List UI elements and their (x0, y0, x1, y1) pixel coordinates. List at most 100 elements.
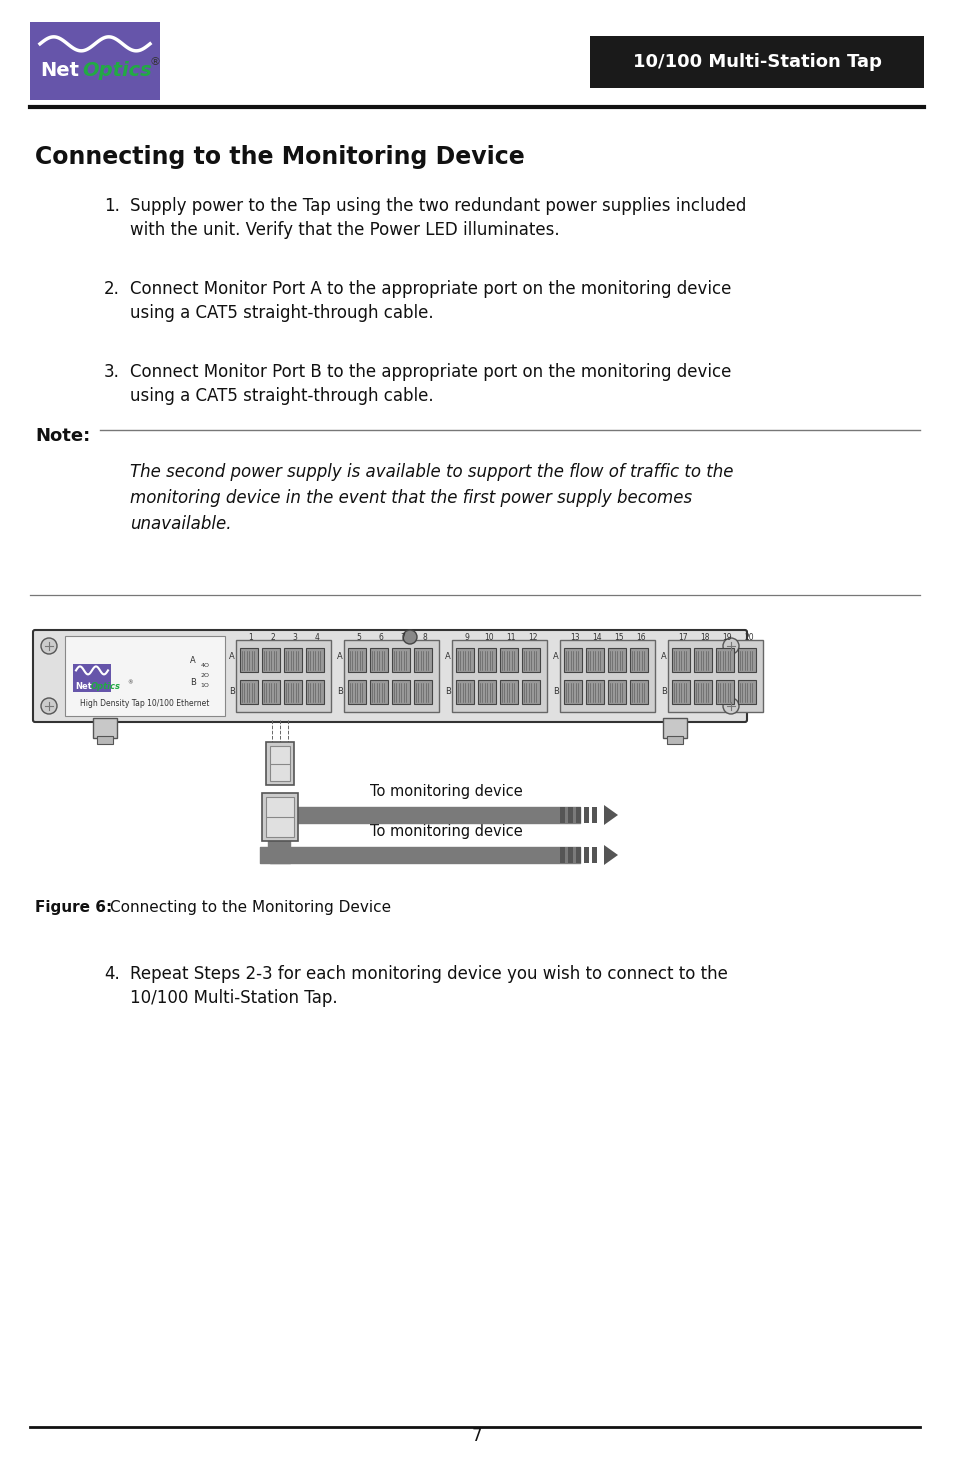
Text: 1O: 1O (200, 683, 210, 687)
Bar (592, 807, 597, 823)
Text: Supply power to the Tap using the two redundant power supplies included: Supply power to the Tap using the two re… (130, 198, 745, 215)
Bar (671, 680, 689, 704)
Bar (266, 742, 294, 785)
Bar (348, 680, 366, 704)
Text: 16: 16 (636, 633, 645, 643)
Text: 19: 19 (721, 633, 731, 643)
Text: 4.: 4. (104, 965, 120, 982)
Text: 2.: 2. (104, 280, 120, 298)
Bar (65, 636, 225, 715)
Text: 14: 14 (592, 633, 601, 643)
Bar (270, 823, 290, 833)
Text: B: B (553, 687, 558, 696)
Bar (592, 847, 597, 863)
Text: 4O: 4O (200, 662, 210, 668)
Text: To monitoring device: To monitoring device (370, 825, 522, 839)
Bar (499, 680, 517, 704)
Bar (559, 640, 655, 712)
Text: 10/100 Multi-Station Tap: 10/100 Multi-Station Tap (632, 53, 881, 71)
Circle shape (41, 639, 57, 653)
Bar (30, 22, 160, 100)
Text: with the unit. Verify that the Power LED illuminates.: with the unit. Verify that the Power LED… (130, 221, 559, 239)
Text: unavailable.: unavailable. (130, 515, 232, 532)
Text: 2O: 2O (200, 673, 210, 678)
Bar (477, 648, 496, 671)
Bar (344, 640, 438, 712)
Text: A: A (229, 652, 234, 661)
Bar (559, 847, 564, 863)
FancyBboxPatch shape (33, 630, 746, 721)
Bar (716, 648, 733, 671)
Bar (262, 680, 280, 704)
Bar (452, 640, 546, 712)
Text: Optics: Optics (91, 683, 121, 692)
Text: Figure 6:: Figure 6: (35, 900, 112, 914)
Text: B: B (190, 677, 195, 687)
Text: 1: 1 (249, 633, 253, 643)
Bar (284, 680, 302, 704)
Text: 11: 11 (506, 633, 516, 643)
Bar (477, 680, 496, 704)
Bar (266, 796, 294, 836)
Bar (92, 718, 117, 738)
Text: 20: 20 (743, 633, 753, 643)
Bar (567, 847, 573, 863)
Bar (392, 680, 410, 704)
Text: B: B (336, 687, 342, 696)
Text: 7: 7 (400, 633, 405, 643)
Text: using a CAT5 straight-through cable.: using a CAT5 straight-through cable. (130, 304, 434, 322)
Text: 2: 2 (271, 633, 275, 643)
Circle shape (402, 630, 416, 645)
Bar (563, 680, 581, 704)
Text: 15: 15 (614, 633, 623, 643)
Bar (583, 807, 588, 823)
Text: A: A (336, 652, 342, 661)
Text: 3: 3 (293, 633, 297, 643)
Bar (262, 648, 280, 671)
Bar (693, 648, 711, 671)
Circle shape (722, 639, 739, 653)
Text: 10/100 Multi-Station Tap.: 10/100 Multi-Station Tap. (130, 990, 337, 1007)
Text: 17: 17 (678, 633, 687, 643)
Bar (738, 648, 755, 671)
Bar (576, 807, 580, 823)
Text: 1.: 1. (104, 198, 120, 215)
Bar (576, 847, 580, 863)
Polygon shape (603, 845, 618, 864)
Bar (738, 680, 755, 704)
Text: 5: 5 (356, 633, 361, 643)
Text: Note:: Note: (35, 426, 91, 445)
Text: B: B (229, 687, 234, 696)
Bar (392, 648, 410, 671)
Bar (240, 680, 257, 704)
Bar (370, 680, 388, 704)
Circle shape (41, 698, 57, 714)
Text: Repeat Steps 2-3 for each monitoring device you wish to connect to the: Repeat Steps 2-3 for each monitoring dev… (130, 965, 727, 982)
Text: 9: 9 (464, 633, 469, 643)
Bar (240, 648, 257, 671)
Text: High Density Tap 10/100 Ethernet: High Density Tap 10/100 Ethernet (80, 699, 210, 708)
Text: 12: 12 (528, 633, 537, 643)
Text: B: B (445, 687, 451, 696)
Text: The second power supply is available to support the flow of traffic to the: The second power supply is available to … (130, 463, 733, 481)
Bar (585, 680, 603, 704)
Bar (563, 648, 581, 671)
Bar (456, 648, 474, 671)
Text: A: A (660, 652, 666, 661)
Polygon shape (603, 805, 618, 825)
Bar (667, 640, 762, 712)
Text: A: A (190, 656, 195, 665)
Text: 4: 4 (314, 633, 319, 643)
Text: Net: Net (75, 683, 91, 692)
Text: Connect Monitor Port A to the appropriate port on the monitoring device: Connect Monitor Port A to the appropriat… (130, 280, 731, 298)
Bar (306, 648, 324, 671)
Bar (270, 746, 290, 780)
Text: Connect Monitor Port B to the appropriate port on the monitoring device: Connect Monitor Port B to the appropriat… (130, 363, 731, 381)
Bar (499, 648, 517, 671)
Text: To monitoring device: To monitoring device (370, 785, 522, 799)
Bar (235, 640, 331, 712)
Circle shape (722, 698, 739, 714)
Bar (414, 648, 432, 671)
Bar (370, 648, 388, 671)
Bar (671, 648, 689, 671)
